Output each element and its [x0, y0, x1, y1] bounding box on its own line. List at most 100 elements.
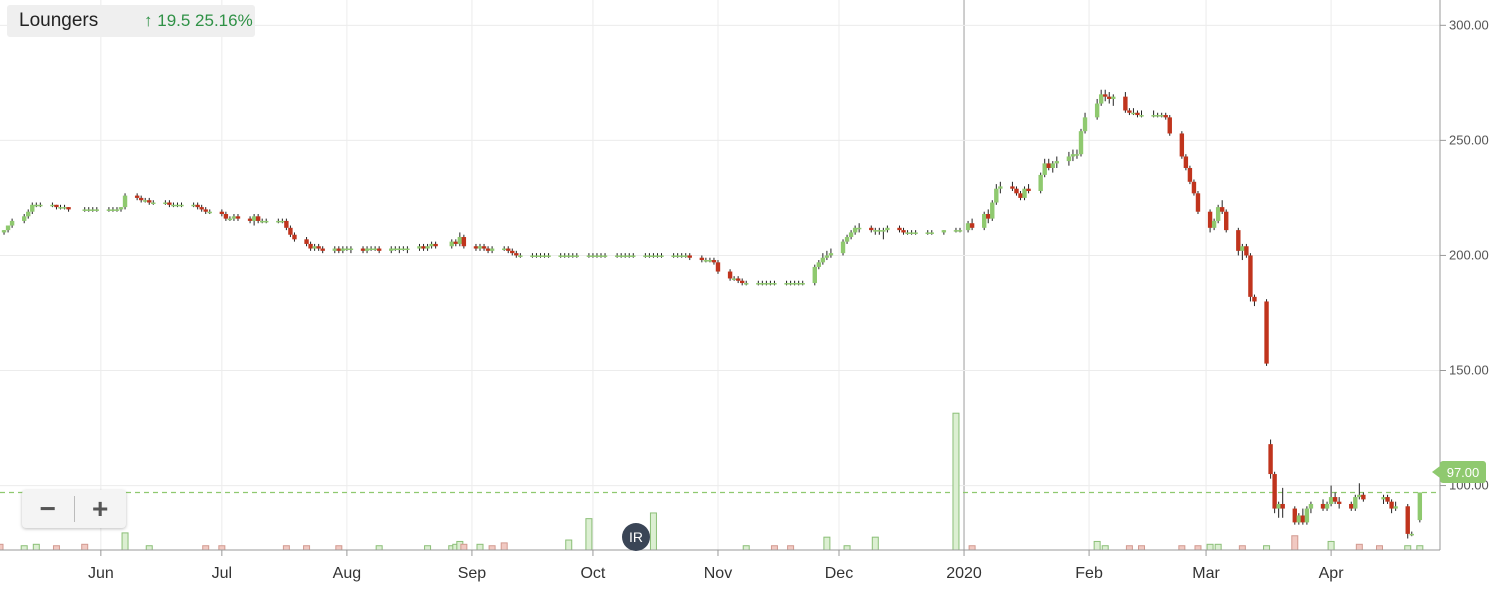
candle-body — [54, 204, 59, 208]
candle-body — [1224, 211, 1229, 231]
candle-body — [364, 248, 370, 251]
candle-body — [897, 227, 902, 231]
candle-body — [675, 255, 680, 257]
candle-body — [38, 204, 43, 207]
candle-body — [877, 230, 882, 232]
candle-body — [1417, 492, 1423, 521]
volume-bar — [770, 545, 778, 551]
candle-body — [909, 232, 914, 234]
candle-body — [58, 207, 63, 209]
candle-body — [731, 278, 737, 280]
candle-body — [986, 214, 991, 219]
zoom-divider — [73, 496, 75, 522]
volume-bar — [585, 518, 593, 551]
candle-body — [735, 278, 741, 281]
grid-lines — [0, 0, 1440, 550]
candle-body — [1098, 94, 1104, 104]
candle-body — [1187, 167, 1193, 182]
candle-body — [570, 255, 575, 257]
zoom-out-button[interactable]: − — [39, 493, 56, 524]
candle-body — [792, 283, 797, 285]
candle-body — [203, 209, 208, 212]
volume-bar — [32, 543, 40, 551]
candle-body — [1336, 501, 1342, 504]
candle-body — [50, 204, 55, 207]
candle-body — [122, 195, 128, 208]
ir-event-marker[interactable]: IR — [622, 523, 650, 551]
candle-body — [1264, 301, 1269, 364]
candle-body — [417, 246, 422, 249]
candle-body — [655, 255, 660, 257]
candle-body — [171, 204, 176, 207]
candle-body — [699, 257, 705, 261]
candle-body — [425, 246, 430, 249]
volume-bar — [1178, 545, 1186, 551]
candle-body — [5, 225, 11, 231]
candle-body — [288, 227, 293, 235]
candle-body — [820, 257, 826, 263]
candle-body — [627, 255, 632, 257]
volume-bar — [303, 545, 311, 551]
candle-body — [457, 237, 463, 244]
candle-body — [538, 255, 543, 257]
candle-body — [812, 266, 817, 284]
candle-body — [514, 253, 519, 256]
candle-body — [223, 214, 229, 219]
up-arrow-icon: ↑ — [144, 11, 153, 30]
candle-body — [1276, 503, 1281, 509]
candle-body — [251, 216, 257, 221]
candle-body — [247, 218, 253, 221]
candle-body — [1111, 96, 1116, 99]
volume-bar — [565, 539, 573, 551]
volume-bar — [1263, 545, 1271, 551]
candle-body — [219, 211, 225, 215]
candle-body — [429, 243, 434, 247]
candle-body — [147, 200, 152, 203]
candle-body — [62, 207, 67, 209]
candle-body — [739, 280, 745, 284]
candle-body — [280, 220, 285, 223]
candle-body — [34, 204, 39, 207]
candle-body — [207, 211, 212, 214]
candle-body — [1155, 115, 1160, 117]
candle-body — [1320, 503, 1326, 509]
candle-body — [828, 253, 834, 256]
volume-bar — [1138, 545, 1146, 551]
volume-bar — [742, 545, 750, 551]
candle-body — [1022, 188, 1027, 198]
candle-body — [772, 283, 777, 285]
zoom-in-button[interactable]: + — [92, 493, 109, 524]
candle-body — [473, 246, 479, 249]
candle-body — [227, 218, 233, 221]
series-legend[interactable]: Loungers ↑ 19.5 25.16% — [7, 5, 255, 37]
volume-bar — [476, 543, 484, 551]
candle-body — [623, 255, 628, 257]
candle-body — [1082, 117, 1088, 132]
candle-body — [372, 248, 378, 251]
candle-body — [167, 202, 172, 205]
candle-body — [598, 255, 604, 257]
candle-body — [1074, 154, 1080, 156]
candle-body — [138, 197, 144, 201]
candle-body — [901, 230, 906, 233]
candle-body — [614, 255, 620, 257]
candle-body — [869, 227, 874, 231]
candle-body — [1244, 246, 1249, 256]
candle-body — [659, 255, 664, 257]
candle-body — [957, 230, 963, 232]
candle-body — [1211, 220, 1217, 228]
candle-body — [1385, 497, 1390, 502]
candle-body — [998, 186, 1003, 189]
candle-body — [1127, 110, 1132, 113]
volume-bar — [52, 545, 60, 551]
candle-body — [905, 232, 910, 234]
candle-body — [711, 260, 717, 263]
candle-body — [1103, 94, 1108, 97]
candle-body — [671, 255, 676, 257]
x-tick-label: Nov — [704, 565, 732, 582]
candle-body — [82, 209, 87, 211]
volume-bar — [1093, 540, 1101, 551]
candle-body — [1240, 246, 1245, 251]
volume-bar — [1214, 543, 1222, 551]
